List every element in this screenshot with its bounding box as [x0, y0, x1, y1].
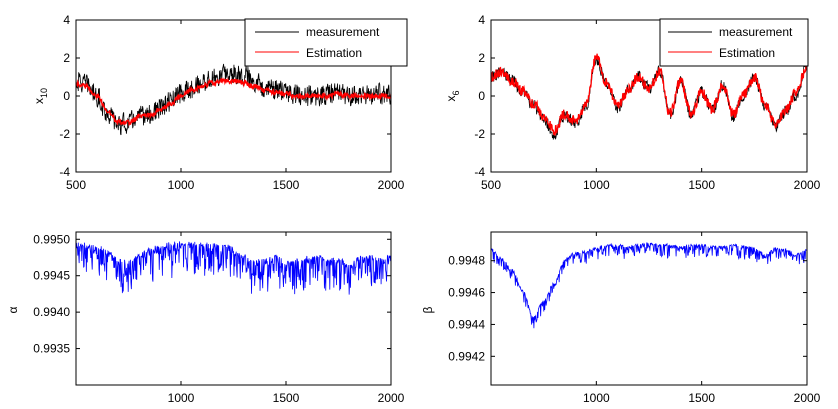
y-tick-label: 4 — [478, 13, 485, 27]
legend-box — [659, 18, 809, 67]
x-tick-label: 2000 — [378, 391, 405, 405]
y-tick-label: 0.9950 — [33, 232, 70, 246]
legend-label-estimation: Estimation — [719, 46, 775, 60]
y-tick-label: 0.9948 — [448, 254, 485, 268]
tick-group-x10: 500 1000 1500 2000 -4 -2 0 2 4 — [59, 13, 404, 192]
y-tick-label: -4 — [474, 165, 485, 179]
x-tick-label: 2000 — [794, 391, 821, 405]
panel-alpha: 1000 1500 2000 0.9935 0.9940 0.9945 0.9950 α — [6, 231, 405, 405]
plot-area-x6 — [491, 53, 807, 140]
tick-group-alpha: 1000 1500 2000 0.9935 0.9940 0.9945 0.9950 — [33, 232, 405, 405]
x-tick-label: 1000 — [583, 178, 610, 192]
y-tick-label: 0.9945 — [33, 269, 70, 283]
y-tick-label: 4 — [63, 13, 70, 27]
x-tick-label: 1500 — [273, 391, 300, 405]
y-tick-label: 0.9935 — [33, 342, 70, 356]
plot-area-x10 — [76, 63, 391, 136]
y-tick-label: -2 — [59, 127, 70, 141]
y-tick-label: 0 — [478, 89, 485, 103]
panel-x6: 500 1000 1500 2000 -4 -2 0 2 4 x6 measurement Es… — [444, 13, 821, 192]
y-axis-label-x6: x6 — [444, 90, 461, 101]
axes-frame-beta — [490, 231, 808, 386]
series-line-alpha — [76, 240, 391, 295]
y-axis-label-base: x — [32, 98, 46, 104]
y-axis-label-beta: β — [421, 306, 435, 313]
legend-x10: measurement Estimation — [244, 18, 408, 67]
plot-area-alpha — [76, 240, 391, 295]
x-tick-label: 2000 — [794, 178, 821, 192]
axes-frame-alpha — [75, 231, 392, 386]
series-line-estimation — [491, 53, 807, 136]
y-axis-label-base: x — [444, 96, 458, 102]
y-axis-label-x10: x10 — [32, 88, 49, 104]
x-tick-label: 1000 — [583, 391, 610, 405]
legend-label-measurement: measurement — [719, 25, 793, 39]
x-tick-label: 1500 — [273, 178, 300, 192]
x-tick-label: 500 — [66, 178, 86, 192]
y-tick-label: 0.9946 — [448, 286, 485, 300]
plot-area-beta — [491, 242, 807, 329]
x-tick-label: 1000 — [168, 391, 195, 405]
x-tick-label: 2000 — [378, 178, 405, 192]
series-line-estimation — [76, 77, 391, 127]
y-axis-label-subscript: 6 — [451, 90, 461, 95]
y-tick-label: -2 — [474, 127, 485, 141]
y-axis-label-alpha: α — [6, 306, 20, 313]
y-tick-label: 0 — [63, 89, 70, 103]
legend-label-measurement: measurement — [306, 25, 380, 39]
y-tick-label: 0.9942 — [448, 349, 485, 363]
legend-x6: measurement Estimation — [659, 18, 809, 67]
legend-box — [244, 18, 408, 67]
x-tick-label: 1500 — [688, 178, 715, 192]
y-tick-label: 0.9944 — [448, 317, 485, 331]
x-tick-label: 500 — [481, 178, 501, 192]
series-line-beta — [491, 242, 807, 329]
y-tick-label: -4 — [59, 165, 70, 179]
y-tick-label: 0.9940 — [33, 305, 70, 319]
legend-label-estimation: Estimation — [306, 46, 362, 60]
panel-x10: 500 1000 1500 2000 -4 -2 0 2 4 x10 measurement E… — [32, 13, 408, 192]
tick-group-beta: 1000 1500 2000 0.9942 0.9944 0.9946 0.9948 — [448, 232, 821, 405]
tick-group-x6: 500 1000 1500 2000 -4 -2 0 2 4 — [474, 13, 820, 192]
panel-beta: 1000 1500 2000 0.9942 0.9944 0.9946 0.9948 β — [421, 231, 821, 405]
y-axis-label-subscript: 10 — [39, 88, 49, 98]
y-tick-label: 2 — [478, 51, 485, 65]
x-tick-label: 1500 — [688, 391, 715, 405]
y-tick-label: 2 — [63, 51, 70, 65]
x-tick-label: 1000 — [168, 178, 195, 192]
